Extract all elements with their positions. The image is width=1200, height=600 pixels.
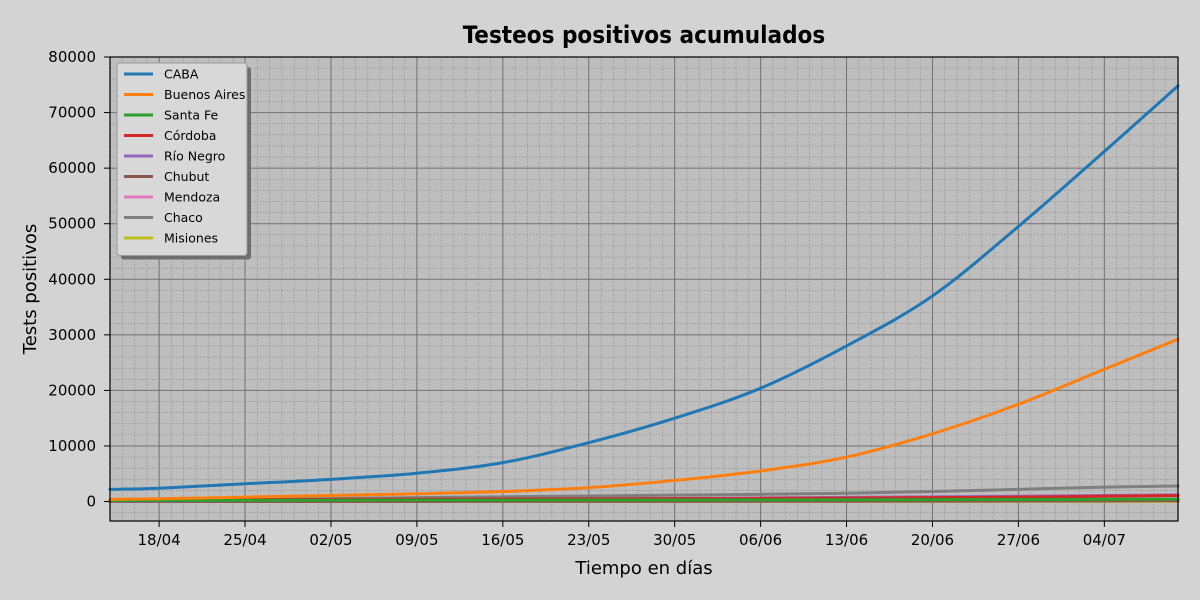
legend-label: Santa Fe — [164, 108, 219, 123]
x-tick-label: 30/05 — [653, 531, 696, 549]
x-tick-label: 16/05 — [481, 531, 524, 549]
y-tick-label: 10000 — [48, 437, 96, 455]
x-tick-label: 13/06 — [825, 531, 868, 549]
legend-label: Misiones — [164, 231, 218, 246]
x-tick-label: 23/05 — [567, 531, 610, 549]
y-tick-label: 30000 — [48, 326, 96, 344]
x-tick-label: 27/06 — [997, 531, 1040, 549]
grid-lines — [110, 56, 1178, 521]
x-tick-label: 25/04 — [223, 531, 266, 549]
legend-label: Chaco — [164, 210, 203, 225]
legend-label: CABA — [164, 67, 199, 82]
chart-title: Testeos positivos acumulados — [463, 21, 825, 49]
y-tick-label: 0 — [86, 493, 96, 511]
x-tick-label: 09/05 — [395, 531, 438, 549]
series-line-santa-fe — [108, 497, 1180, 502]
y-tick-label: 50000 — [48, 215, 96, 233]
x-tick-label: 18/04 — [137, 531, 180, 549]
legend-label: Río Negro — [164, 149, 225, 164]
y-tick-label: 20000 — [48, 381, 96, 399]
legend-box — [116, 62, 248, 256]
legend-label: Mendoza — [164, 190, 220, 205]
y-axis-label: Tests positivos — [20, 224, 41, 355]
x-tick-label: 06/06 — [739, 531, 782, 549]
x-tick-label: 20/06 — [911, 531, 954, 549]
y-tick-label: 70000 — [48, 104, 96, 122]
series-line-buenos-aires — [108, 337, 1180, 501]
plot-border — [109, 56, 1179, 522]
legend-label: Buenos Aires — [164, 87, 245, 102]
x-axis-label: Tiempo en días — [574, 558, 712, 579]
y-tick-label: 80000 — [48, 48, 96, 66]
y-tick-label: 40000 — [48, 270, 96, 288]
x-tick-label: 02/05 — [309, 531, 352, 549]
x-tick-label: 04/07 — [1083, 531, 1126, 549]
legend-label: Córdoba — [164, 128, 216, 143]
series-line-caba — [108, 84, 1180, 491]
series-lines — [108, 84, 1180, 503]
plot-area — [110, 57, 1178, 521]
axis-ticks: 18/04 25/04 02/05 09/05 16/05 23/05 30/05 06/06… — [48, 48, 1126, 549]
y-tick-label: 60000 — [48, 159, 96, 177]
legend: CABA Buenos Aires Santa Fe Córdoba Río Negro… — [116, 62, 251, 260]
legend-label: Chubut — [164, 169, 209, 184]
